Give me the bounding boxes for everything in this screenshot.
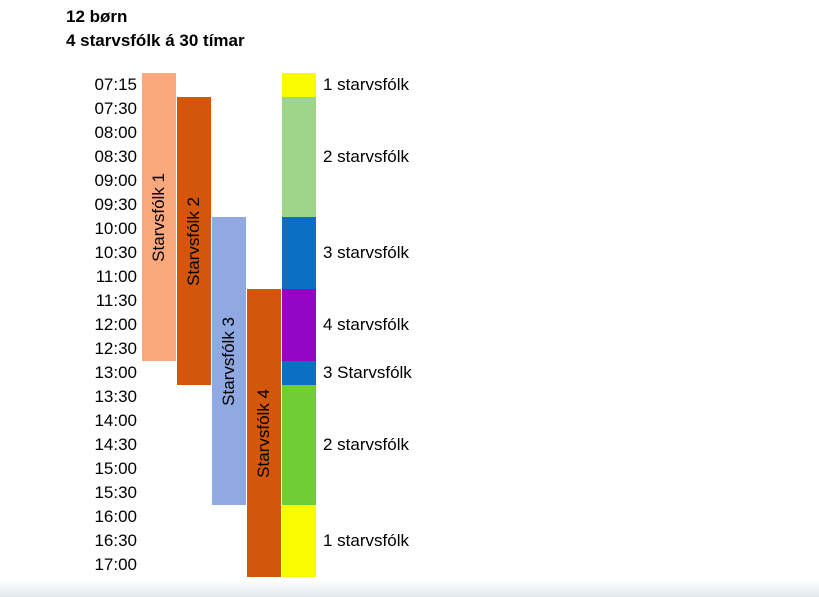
time-label: 14:00 xyxy=(94,411,137,430)
time-label: 11:00 xyxy=(95,267,137,286)
staffing-segment xyxy=(282,97,316,217)
chart-title: 12 børn 4 starvsfólk á 30 tímar xyxy=(66,5,245,53)
staff-bar-label: Starvsfólk 1 xyxy=(149,172,168,262)
staffing-level-label: 3 Starvsfólk xyxy=(323,363,412,382)
time-label: 16:30 xyxy=(94,531,137,550)
time-label: 11:30 xyxy=(95,291,137,310)
time-label: 16:00 xyxy=(94,507,137,526)
time-label: 12:30 xyxy=(94,339,137,358)
staffing-segment xyxy=(282,73,316,97)
time-label: 09:30 xyxy=(94,195,137,214)
staffing-segment xyxy=(282,505,316,577)
time-label: 08:00 xyxy=(94,123,137,142)
staffing-level-label: 1 starvsfólk xyxy=(323,531,409,550)
time-label: 09:00 xyxy=(94,171,137,190)
staffing-segment xyxy=(282,361,316,385)
staffing-level-label: 2 starvsfólk xyxy=(323,147,409,166)
time-label: 13:30 xyxy=(94,387,137,406)
staff-bar-2: Starvsfólk 2 xyxy=(177,97,211,385)
bottom-fade xyxy=(0,580,819,597)
title-line-staff-hours: 4 starvsfólk á 30 tímar xyxy=(66,31,245,50)
staff-bar-label: Starvsfólk 3 xyxy=(219,316,238,406)
staffing-level-label: 2 starvsfólk xyxy=(323,435,409,454)
time-label: 07:30 xyxy=(94,99,137,118)
time-label: 07:15 xyxy=(94,75,137,94)
time-label: 15:30 xyxy=(94,483,137,502)
staffing-level-label: 4 starvsfólk xyxy=(323,315,409,334)
staff-bar-label: Starvsfólk 4 xyxy=(254,388,273,478)
staff-bar-3: Starvsfólk 3 xyxy=(212,217,246,505)
title-line-children: 12 børn xyxy=(66,7,128,26)
time-label: 13:00 xyxy=(94,363,137,382)
time-label: 15:00 xyxy=(94,459,137,478)
time-label: 08:30 xyxy=(94,147,137,166)
time-label: 12:00 xyxy=(94,315,137,334)
staff-bar-4: Starvsfólk 4 xyxy=(247,289,281,577)
staff-bar-label: Starvsfólk 2 xyxy=(184,196,203,286)
time-label: 10:00 xyxy=(94,219,137,238)
staff-bar-1: Starvsfólk 1 xyxy=(142,73,176,361)
staffing-segment xyxy=(282,217,316,289)
staffing-segment xyxy=(282,289,316,361)
time-label: 10:30 xyxy=(94,243,137,262)
staffing-level-label: 1 starvsfólk xyxy=(323,75,409,94)
staffing-segment xyxy=(282,385,316,505)
time-label: 17:00 xyxy=(94,555,137,574)
time-label: 14:30 xyxy=(94,435,137,454)
staffing-level-label: 3 starvsfólk xyxy=(323,243,409,262)
